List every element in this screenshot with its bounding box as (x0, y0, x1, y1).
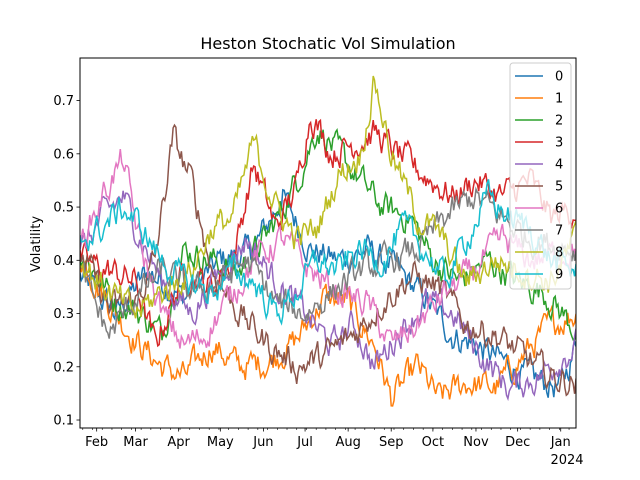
series-layer (80, 75, 576, 407)
x-tick-label: Apr (167, 435, 190, 450)
legend-label: 6 (555, 202, 563, 217)
chart-title: Heston Stochatic Vol Simulation (200, 34, 455, 53)
series-line-8 (80, 75, 576, 319)
y-tick-label: 0.6 (53, 147, 74, 162)
legend-label: 9 (555, 268, 563, 283)
x-tick-label: Nov (463, 435, 489, 450)
x-tick-label: Dec (505, 435, 530, 450)
legend-label: 7 (555, 224, 563, 239)
x-tick-label: Jan (550, 435, 571, 450)
y-tick-label: 0.4 (53, 254, 74, 269)
x-tick-label: Oct (422, 435, 444, 450)
series-line-0 (80, 188, 576, 398)
legend-label: 5 (555, 180, 563, 195)
legend-label: 8 (555, 246, 563, 261)
series-line-6 (80, 149, 576, 349)
legend-label: 0 (555, 70, 563, 85)
x-tick-label: Sep (379, 435, 404, 450)
y-tick-label: 0.5 (53, 201, 74, 216)
series-line-3 (80, 118, 576, 348)
series-line-9 (80, 179, 576, 326)
y-tick-label: 0.7 (53, 94, 74, 109)
x-axis: Feb Mar Apr May Jun Jul Aug Sep Oct Nov Dec Jan (82, 428, 571, 450)
legend-label: 3 (555, 136, 563, 151)
series-line-5 (80, 123, 576, 397)
x-tick-label: May (207, 435, 234, 450)
legend-label: 1 (555, 92, 563, 107)
plot-frame (79, 57, 577, 429)
y-axis: 0.1 0.2 0.3 0.4 0.5 0.6 0.7 (53, 94, 80, 429)
x-tick-label: Jun (252, 435, 273, 450)
legend-label: 2 (555, 114, 563, 129)
y-tick-label: 0.3 (53, 307, 74, 322)
x-tick-label: Aug (335, 435, 360, 450)
legend: 0 1 2 3 4 5 6 7 8 9 (509, 62, 572, 290)
legend-label: 4 (555, 158, 563, 173)
y-tick-label: 0.2 (53, 360, 74, 375)
x-tick-label: Feb (85, 435, 108, 450)
series-line-4 (80, 190, 576, 402)
x-tick-label: Mar (123, 435, 148, 450)
x-year-label: 2024 (550, 453, 583, 468)
x-tick-label: Jul (296, 435, 313, 450)
y-axis-label: Volatility (29, 216, 44, 272)
y-tick-label: 0.1 (53, 414, 74, 429)
